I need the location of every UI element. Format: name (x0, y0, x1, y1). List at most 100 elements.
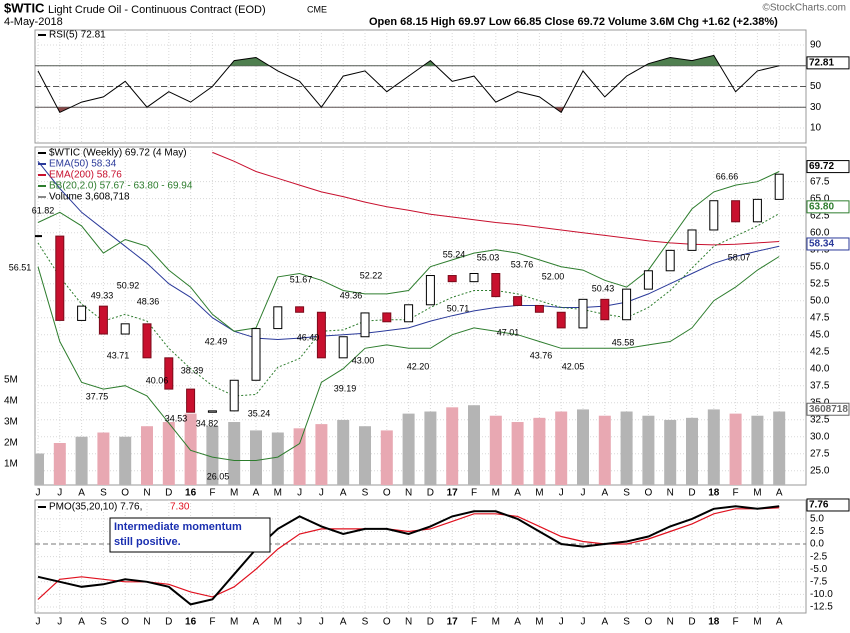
last-value-label: 63.80 (809, 201, 834, 212)
x-tick-label: M (753, 488, 761, 499)
x-tick-label: 17 (447, 617, 459, 628)
candle-body (774, 173, 784, 200)
volume-bar (228, 422, 241, 485)
price-label: 42.05 (562, 361, 585, 371)
y2-tick-label: 3M (4, 417, 18, 428)
candle-body (556, 311, 566, 329)
x-tick-label: J (57, 488, 62, 499)
x-tick-label: A (601, 617, 608, 628)
candle-body (404, 304, 414, 323)
annotation-text: still positive. (114, 536, 181, 548)
volume-bar (271, 432, 284, 485)
y-tick-label: -7.5 (810, 576, 828, 587)
x-tick-label: O (383, 617, 391, 628)
x-tick-label: N (143, 617, 150, 628)
volume-bar (555, 411, 568, 485)
y-tick-label: 62.5 (810, 210, 830, 221)
series-line (37, 507, 780, 600)
legend-label: $WTIC (Weekly) 69.72 (4 May) (49, 148, 187, 159)
x-tick-label: J (559, 617, 564, 628)
y2-tick-label: 5M (4, 375, 18, 386)
price-label: 52.22 (360, 270, 383, 280)
volume-bar (53, 443, 66, 485)
y-tick-label: 50 (810, 81, 822, 92)
x-tick-label: M (535, 617, 543, 628)
x-tick-label: O (383, 488, 391, 499)
price-label: 26.05 (207, 471, 230, 481)
x-tick-label: F (733, 617, 739, 628)
price-label: 58.07 (728, 252, 751, 262)
price-label: 46.40 (297, 332, 320, 342)
last-value-label: 69.72 (809, 161, 834, 172)
x-tick-label: O (121, 488, 129, 499)
y-tick-label: 10 (810, 123, 822, 134)
quote: Open 68.15 High 69.97 Low 66.85 Close 69… (369, 16, 778, 28)
legend-label: EMA(50) 58.34 (49, 159, 117, 170)
candle-body (425, 275, 435, 306)
y-tick-label: 65.0 (810, 193, 830, 204)
price-label: 42.20 (407, 361, 430, 371)
candle-body (709, 200, 719, 231)
series-line (37, 160, 780, 341)
x-tick-label: S (362, 488, 369, 499)
x-tick-label: A (601, 488, 608, 499)
candle-body (316, 311, 326, 359)
x-tick-label: D (427, 488, 434, 499)
x-tick-label: A (340, 488, 347, 499)
price-label: 50.43 (592, 283, 615, 293)
candle-body (295, 306, 305, 313)
x-tick-label: F (209, 617, 215, 628)
candle-body (360, 312, 370, 338)
y-tick-label: 2.5 (810, 526, 824, 537)
last-value-box (806, 160, 850, 174)
volume-bar (489, 415, 502, 485)
volume-bar (707, 409, 720, 485)
y-tick-label: 47.5 (810, 312, 830, 323)
y-tick-label: 45.0 (810, 329, 830, 340)
candle-body (251, 328, 261, 381)
price-label: 34.53 (165, 413, 188, 423)
x-tick-label: N (667, 488, 674, 499)
candle-body (207, 410, 217, 413)
price-label: 51.67 (290, 274, 313, 284)
candle-body (164, 357, 174, 390)
legend-label: EMA(200) 58.76 (49, 170, 122, 181)
candle-body (534, 304, 544, 313)
x-tick-label: D (688, 488, 695, 499)
x-tick-label: O (645, 617, 653, 628)
candle-body (98, 305, 108, 335)
volume-bar (184, 413, 197, 485)
candle-body (469, 272, 479, 283)
volume-bar (75, 436, 88, 485)
x-tick-label: J (319, 488, 324, 499)
y-tick-label: 25.0 (810, 465, 830, 476)
legend-label: RSI(5) 72.81 (49, 30, 106, 41)
x-tick-label: J (581, 488, 586, 499)
x-tick-label: S (362, 617, 369, 628)
candle-body (229, 379, 239, 412)
x-tick-label: M (753, 617, 761, 628)
volume-bar (35, 453, 44, 485)
x-tick-label: J (319, 617, 324, 628)
y-tick-label: 30 (810, 102, 822, 113)
x-tick-label: F (733, 488, 739, 499)
price-label: 49.33 (91, 290, 114, 300)
candle-body (382, 312, 392, 323)
annotation-text: Intermediate momentum (114, 521, 242, 533)
x-tick-label: J (297, 488, 302, 499)
x-tick-label: J (297, 617, 302, 628)
x-tick-label: N (143, 488, 150, 499)
price-label: 56.51 (9, 262, 32, 272)
series-line (212, 151, 780, 246)
volume-bar (751, 415, 764, 485)
volume-bar (337, 419, 350, 485)
price-label: 43.76 (530, 350, 553, 360)
x-tick-label: D (165, 488, 172, 499)
candle-body (491, 272, 501, 298)
y2-tick-label: 2M (4, 438, 18, 449)
volume-bar (620, 411, 633, 485)
y-tick-label: 50.0 (810, 295, 830, 306)
last-value-box (806, 402, 850, 416)
x-tick-label: S (100, 488, 107, 499)
series-line (37, 505, 780, 606)
